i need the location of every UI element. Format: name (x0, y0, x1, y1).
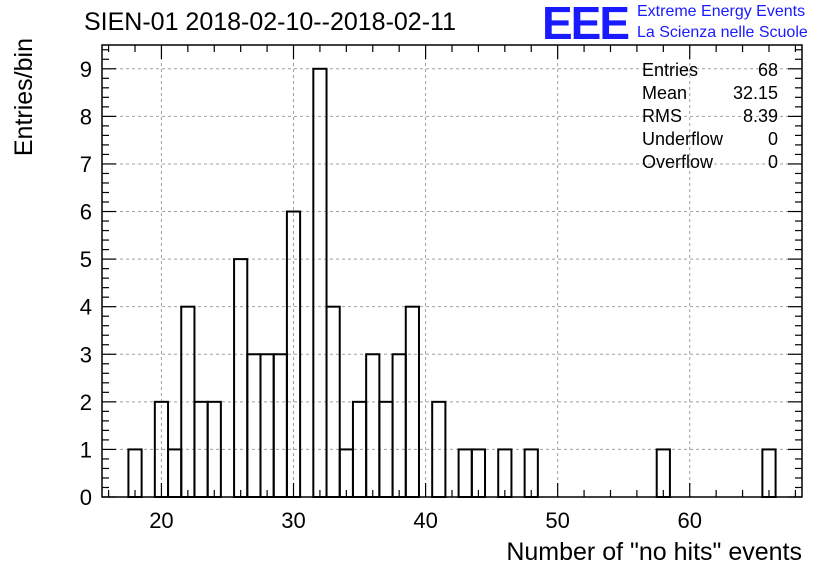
stat-value-mean: 32.15 (732, 83, 778, 103)
eee-logo: EEE (542, 0, 630, 49)
y-tick-label: 0 (80, 485, 92, 510)
y-axis-label: Entries/bin (10, 38, 38, 156)
y-tick-label: 4 (80, 295, 92, 320)
x-tick-label: 20 (149, 508, 173, 533)
y-tick-label: 5 (80, 247, 92, 272)
histogram-bar (655, 448, 671, 498)
stat-label-underflow: Underflow (642, 129, 724, 149)
stat-value-overflow: 0 (767, 152, 778, 172)
y-tick-label: 6 (80, 200, 92, 225)
histogram-bar (338, 448, 354, 498)
stat-label-mean: Mean (642, 83, 688, 103)
histogram-bar (391, 353, 407, 498)
x-tick-label: 40 (413, 508, 437, 533)
histogram-bar (246, 353, 262, 498)
stat-value-rms: 8.39 (742, 106, 778, 126)
histogram-bar (312, 67, 328, 499)
stat-label-entries: Entries (642, 60, 699, 80)
histogram-bar (523, 448, 539, 498)
histogram-bar (497, 448, 513, 498)
histogram-bar (127, 448, 143, 498)
x-tick-label: 50 (545, 508, 569, 533)
y-tick-label: 7 (80, 152, 92, 177)
histogram-bar (365, 353, 381, 498)
x-tick-label: 60 (677, 508, 701, 533)
histogram-bar (167, 448, 183, 498)
histogram-bar (457, 448, 473, 498)
y-tick-label: 1 (80, 437, 92, 462)
histogram-bar (259, 353, 275, 498)
histogram-bar (272, 353, 288, 498)
stat-value-entries: 68 (757, 60, 778, 80)
y-tick-label: 9 (80, 57, 92, 82)
histogram-bar (470, 448, 487, 498)
chart-title: SIEN-01 2018-02-10--2018-02-11 (84, 8, 456, 36)
x-axis-label: Number of "no hits" events (506, 538, 802, 566)
y-tick-label: 8 (80, 104, 92, 129)
y-tick-label: 2 (80, 390, 92, 415)
x-tick-label: 30 (281, 508, 305, 533)
histogram-bar (761, 448, 777, 498)
logo-text-line2: La Scienza nelle Scuole (637, 24, 808, 41)
logo-text-line1: Extreme Energy Events (637, 3, 806, 20)
stat-label-overflow: Overflow (642, 152, 714, 172)
stat-value-underflow: 0 (767, 129, 778, 149)
histogram-bar (233, 258, 249, 498)
y-tick-label: 3 (80, 342, 92, 367)
stat-label-rms: RMS (642, 106, 682, 126)
